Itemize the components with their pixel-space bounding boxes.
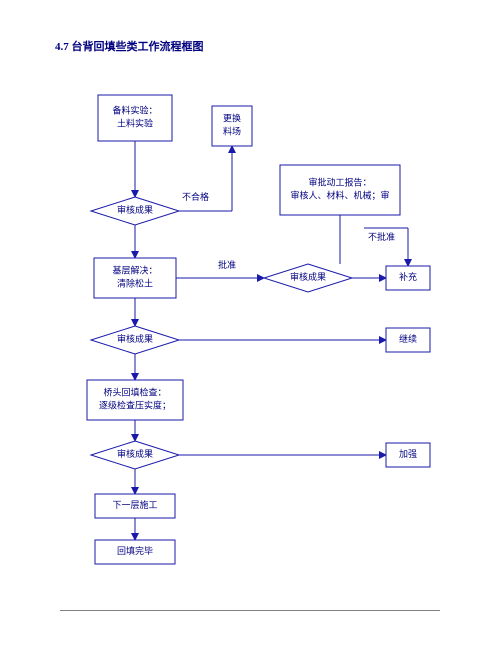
flowchart-canvas: 不合格批准不批准备料实验：土料实验更换料场审批动工报告：审核人、材料、机械；审审… — [0, 0, 500, 647]
edge-label: 批准 — [218, 259, 236, 270]
node-label: 清除松土 — [117, 278, 153, 289]
node-label: 备料实验： — [112, 105, 157, 116]
node-label: 回填完毕 — [117, 545, 153, 556]
node-label: 更换 — [223, 113, 241, 124]
node-label: 补充 — [399, 271, 417, 282]
node-label: 土料实验 — [117, 118, 153, 129]
node-label: 继续 — [399, 333, 417, 344]
node-label: 加强 — [399, 449, 417, 459]
node-label: 料场 — [223, 126, 241, 137]
edge-label: 不合格 — [182, 191, 209, 202]
node-label: 审核成果 — [117, 204, 153, 215]
node-label: 基层解决： — [112, 265, 157, 276]
node-label: 桥头回填检查： — [103, 387, 166, 398]
node-label: 审批动工报告： — [308, 177, 371, 188]
node-label: 审核成果 — [290, 271, 326, 282]
node-label: 审核人、材料、机械；审 — [290, 190, 389, 201]
node-label: 逐级检查压实度； — [99, 400, 171, 411]
node-label: 审核成果 — [117, 333, 153, 344]
edge-label: 不批准 — [368, 231, 395, 242]
node-label: 下一层施工 — [112, 499, 157, 510]
node-label: 审核成果 — [117, 448, 153, 459]
